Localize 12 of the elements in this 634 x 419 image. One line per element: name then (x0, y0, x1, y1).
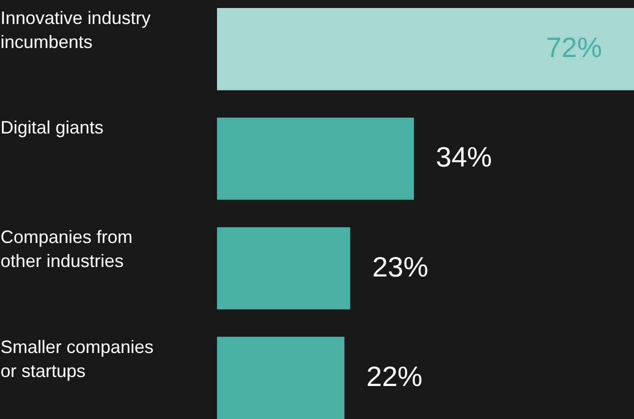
y-tick-label: Smaller companies or startups (0, 336, 154, 381)
data-label: 23% (372, 251, 428, 282)
y-tick-label: Companies from other industries (0, 227, 133, 272)
bar (217, 336, 344, 419)
y-tick-label: Innovative industry incumbents (0, 8, 151, 52)
bar (217, 8, 634, 90)
bar (217, 227, 350, 310)
data-label: 22% (366, 360, 422, 392)
y-tick-label: Digital giants (0, 118, 104, 138)
data-label: 34% (436, 142, 492, 173)
bar (217, 118, 414, 200)
data-label: 72% (546, 32, 602, 64)
